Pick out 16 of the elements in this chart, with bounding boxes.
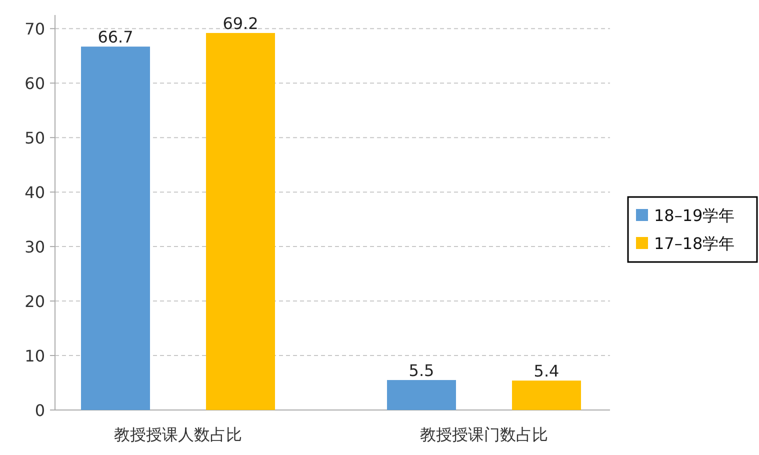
y-tick-label: 70 xyxy=(24,20,45,39)
x-tick-label: 教授授课人数占比 xyxy=(114,425,242,444)
y-tick-label: 40 xyxy=(24,183,45,202)
y-tick-label: 20 xyxy=(24,292,45,312)
data-label: 69.2 xyxy=(222,14,258,33)
legend-label: 18–19学年 xyxy=(654,206,735,225)
y-tick-label: 10 xyxy=(24,346,45,366)
data-label: 5.4 xyxy=(534,362,560,381)
data-label: 5.5 xyxy=(408,361,434,380)
y-tick-label: 30 xyxy=(24,238,45,257)
x-tick-label: 教授授课门数占比 xyxy=(420,425,548,444)
y-tick-label: 50 xyxy=(24,128,45,148)
y-tick-label: 60 xyxy=(24,74,45,94)
y-tick-label: 0 xyxy=(34,401,45,420)
data-label: 66.7 xyxy=(98,28,134,47)
legend-label: 17–18学年 xyxy=(654,234,735,253)
